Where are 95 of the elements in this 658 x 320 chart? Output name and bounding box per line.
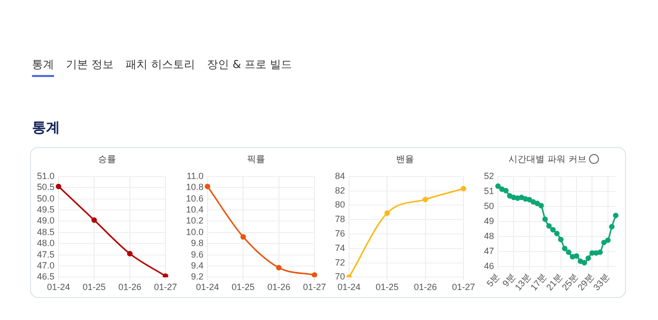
y-tick-label: 51 <box>484 186 494 196</box>
chart-title: 밴율 <box>396 155 414 165</box>
point <box>558 236 564 242</box>
y-tick-label: 51.0 <box>36 170 55 181</box>
y-tick-label: 10.2 <box>186 216 204 226</box>
y-tick-label: 9.6 <box>191 249 204 260</box>
text: 장인 & 프로 빌드 <box>207 57 292 73</box>
x-tick-label: 01-25 <box>232 282 255 292</box>
y-tick-label: 50 <box>484 200 494 211</box>
point <box>422 196 428 202</box>
x-tick-label: 5분 <box>484 271 502 289</box>
text: 통계 <box>32 57 54 77</box>
x-tick-label: 01-24 <box>196 282 220 292</box>
point <box>499 186 505 192</box>
chart-title: 승률 <box>98 155 116 165</box>
point <box>384 210 390 216</box>
x-tick-label: 01-27 <box>302 282 326 292</box>
point <box>56 184 62 190</box>
point <box>91 217 97 223</box>
point <box>538 202 544 208</box>
y-tick-label: 10.6 <box>186 193 204 204</box>
x-tick-label: 01-25 <box>376 282 399 292</box>
y-tick-label: 10.4 <box>186 204 204 214</box>
point <box>542 216 548 222</box>
point <box>578 258 584 264</box>
point <box>162 273 168 278</box>
point <box>550 226 556 232</box>
x-tick-label: 01-27 <box>154 282 178 292</box>
point <box>240 234 246 240</box>
point <box>609 224 615 230</box>
point <box>276 264 282 270</box>
chart-title: 시간대별 파워 커브 <box>508 155 586 165</box>
y-tick-label: 70 <box>334 272 346 282</box>
point <box>204 184 210 190</box>
x-tick-label: 01-24 <box>337 282 361 292</box>
y-tick-label: 84 <box>334 170 346 181</box>
y-tick-label: 80 <box>334 200 346 210</box>
point <box>526 196 532 202</box>
point <box>514 195 520 201</box>
y-tick-label: 49 <box>484 216 494 226</box>
x-tick-label: 01-26 <box>267 282 290 292</box>
x-tick-label: 01-27 <box>452 282 476 292</box>
y-tick-label: 9.8 <box>191 238 204 248</box>
point <box>612 212 618 218</box>
y-tick-label: 48.5 <box>36 226 55 237</box>
y-tick-label: 52 <box>484 170 494 181</box>
y-tick-label: 49.5 <box>36 204 55 214</box>
y-tick-label: 48 <box>484 230 494 241</box>
point <box>127 250 133 256</box>
y-tick-label: 74 <box>334 242 346 253</box>
point <box>554 230 560 236</box>
point <box>586 255 592 261</box>
point <box>503 188 509 194</box>
y-tick-label: 76 <box>334 228 346 238</box>
point <box>495 183 501 189</box>
point <box>570 254 576 260</box>
y-tick-label: 78 <box>334 214 346 224</box>
point <box>597 249 603 255</box>
point <box>566 249 572 255</box>
y-tick-label: 11.0 <box>186 170 204 181</box>
y-tick-label: 49.0 <box>36 216 55 226</box>
text: 패치 히스토리 <box>126 57 195 73</box>
x-tick-label: 01-26 <box>118 282 142 292</box>
point <box>530 199 536 205</box>
y-tick-label: 46 <box>484 260 494 271</box>
y-tick-label: 46.5 <box>36 272 55 282</box>
y-tick-label: 47.5 <box>36 249 55 260</box>
y-tick-label: 9.2 <box>191 272 204 282</box>
point <box>460 186 466 192</box>
x-tick-label: 01-25 <box>82 282 106 292</box>
y-tick-label: 47 <box>484 246 494 256</box>
x-tick-label: 01-26 <box>414 282 437 292</box>
chart-title: 픽률 <box>247 155 265 165</box>
y-tick-label: 47.0 <box>36 260 55 270</box>
y-tick-label: 50.5 <box>36 182 55 192</box>
point <box>605 237 611 243</box>
text: 기본 정보 <box>66 57 114 73</box>
point <box>582 260 588 266</box>
y-tick-label: 9.4 <box>191 260 204 270</box>
point <box>507 193 513 199</box>
point <box>312 272 318 278</box>
x-tick-label: 01-24 <box>47 282 70 292</box>
point <box>601 240 607 246</box>
y-tick-label: 10.0 <box>186 226 204 237</box>
point <box>562 246 568 252</box>
point <box>546 223 552 229</box>
y-tick-label: 10.8 <box>186 182 204 192</box>
point <box>574 253 580 259</box>
y-tick-label: 82 <box>334 185 346 196</box>
y-tick-label: 72 <box>334 257 346 268</box>
point <box>518 194 524 200</box>
y-tick-label: 48.0 <box>36 238 55 248</box>
y-tick-label: 50.0 <box>36 193 55 204</box>
point <box>534 200 540 206</box>
text: 통계 <box>32 119 60 137</box>
